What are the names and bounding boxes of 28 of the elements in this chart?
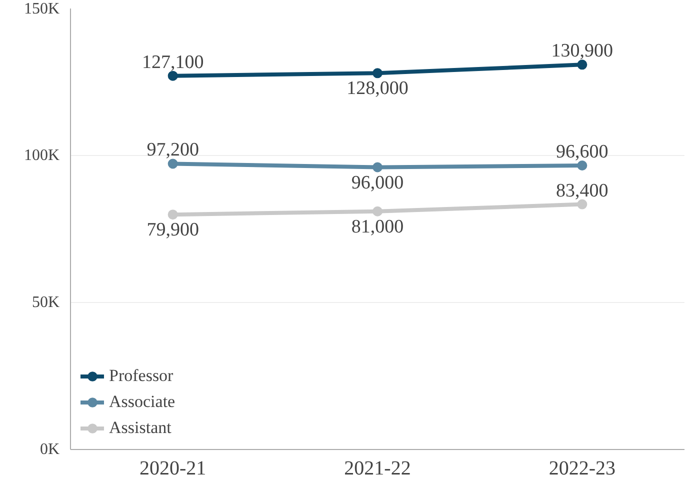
- x-tick-label: 2020-21: [140, 458, 206, 479]
- data-label: 130,900: [551, 40, 614, 62]
- data-label: 81,000: [351, 216, 404, 238]
- x-tick-label: 2022-23: [548, 458, 616, 479]
- y-tick-label: 150K: [24, 0, 60, 18]
- x-tick-label: 2021-22: [344, 458, 411, 479]
- y-tick-label: 50K: [32, 294, 60, 311]
- y-tick-label: 100K: [24, 147, 60, 164]
- point: [577, 60, 588, 70]
- data-label: 96,000: [351, 172, 404, 194]
- point: [372, 68, 382, 78]
- legend-label: Associate: [109, 392, 176, 412]
- point: [168, 210, 178, 220]
- point: [168, 70, 178, 81]
- point: [577, 160, 588, 170]
- data-label: 83,400: [556, 180, 608, 202]
- legend-label: Professor: [109, 366, 174, 386]
- legend-label: Assistant: [109, 418, 172, 438]
- data-label: 97,200: [146, 140, 199, 161]
- point: [372, 206, 382, 216]
- data-label: 128,000: [346, 78, 408, 100]
- data-label: 79,900: [146, 220, 199, 241]
- data-label: 127,100: [142, 52, 204, 73]
- data-label: 96,600: [556, 141, 608, 162]
- y-tick-label: 0K: [40, 441, 60, 458]
- point: [372, 162, 382, 172]
- point: [577, 199, 588, 210]
- point: [168, 158, 178, 169]
